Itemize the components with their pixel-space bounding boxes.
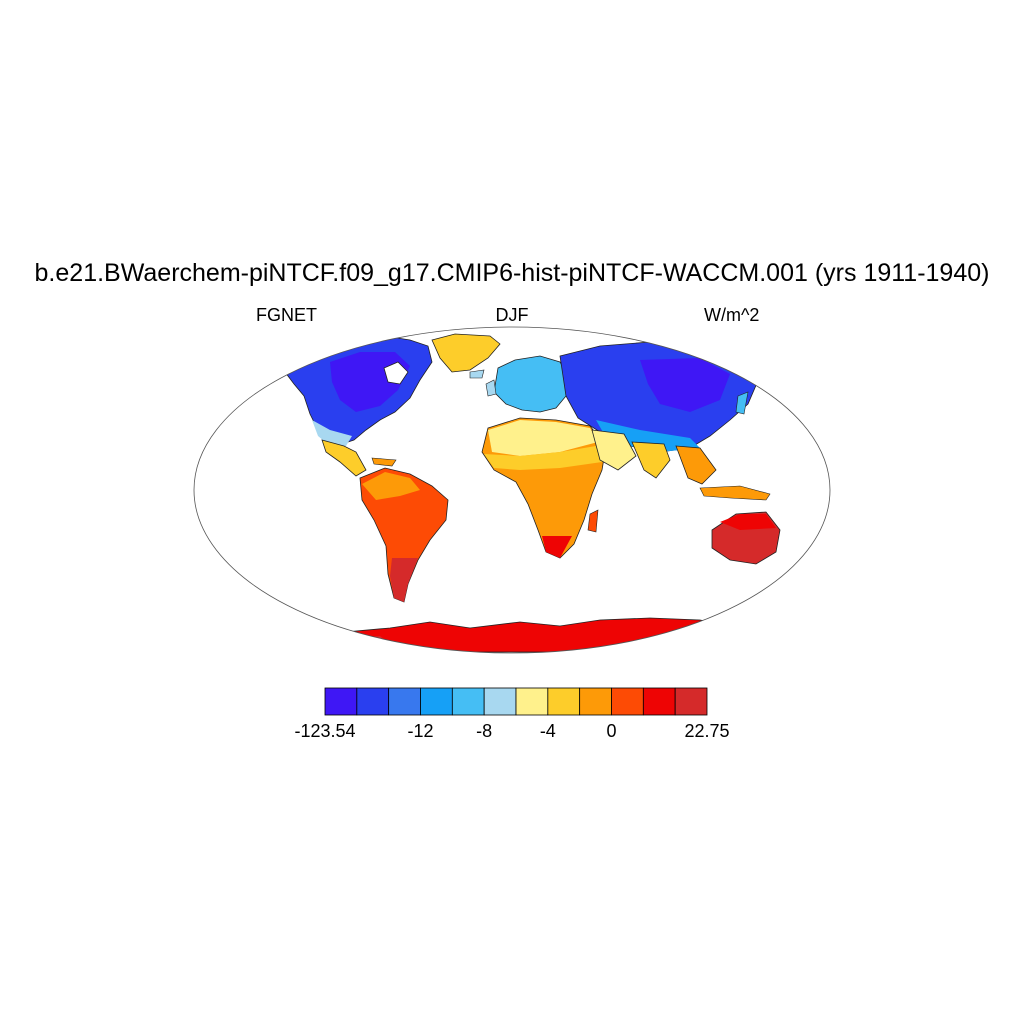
iceland xyxy=(469,369,485,379)
colorbar-label: -12 xyxy=(407,721,433,741)
arabia xyxy=(591,429,637,471)
central-america xyxy=(321,439,367,477)
colorbar-swatch xyxy=(547,687,581,716)
colorbar-swatch xyxy=(579,687,612,716)
colorbar: -123.54 -12 -8 -4 0 22.75 xyxy=(294,687,730,741)
uk xyxy=(485,379,497,397)
season-label: DJF xyxy=(495,305,529,325)
colorbar-label: -123.54 xyxy=(294,721,355,741)
colorbar-label: 0 xyxy=(606,721,616,741)
colorbar-swatch xyxy=(674,687,708,716)
variable-label: FGNET xyxy=(256,305,317,325)
colorbar-swatch xyxy=(324,687,358,716)
new-zealand xyxy=(779,565,805,583)
europe xyxy=(493,355,571,413)
colorbar-label: -8 xyxy=(476,721,492,741)
colorbar-swatch xyxy=(611,687,644,716)
africa-south xyxy=(542,536,572,558)
colorbar-swatch xyxy=(642,687,676,716)
africa-band xyxy=(484,446,602,470)
asia-south-band xyxy=(596,420,700,452)
colorbar-swatch xyxy=(388,687,421,716)
colorbar-swatch xyxy=(451,687,485,716)
colorbar-swatch xyxy=(356,687,390,716)
north-america-south-band xyxy=(312,420,352,446)
japan xyxy=(735,391,749,415)
asia-inner xyxy=(640,358,730,412)
hudson-bay xyxy=(383,361,409,385)
south-america-tip xyxy=(390,558,418,602)
south-america xyxy=(359,467,449,603)
colorbar-label: 22.75 xyxy=(684,721,729,741)
africa-north xyxy=(488,420,598,456)
australia-north xyxy=(720,514,776,530)
caribbean xyxy=(371,457,397,467)
colorbar-swatch xyxy=(483,687,517,716)
india xyxy=(631,441,671,479)
southeast-asia xyxy=(675,445,717,485)
colorbar-swatch xyxy=(420,687,453,716)
colorbar-swatch xyxy=(515,687,549,716)
land-fields xyxy=(281,333,805,653)
indonesia xyxy=(699,485,771,501)
greenland xyxy=(431,333,501,373)
south-america-north xyxy=(362,472,420,500)
map-outline xyxy=(193,326,831,654)
units-label: W/m^2 xyxy=(704,305,760,325)
plot-title: b.e21.BWaerchem-piNTCF.f09_g17.CMIP6-his… xyxy=(34,259,990,287)
madagascar xyxy=(587,509,599,533)
colorbar-label: -4 xyxy=(540,721,556,741)
